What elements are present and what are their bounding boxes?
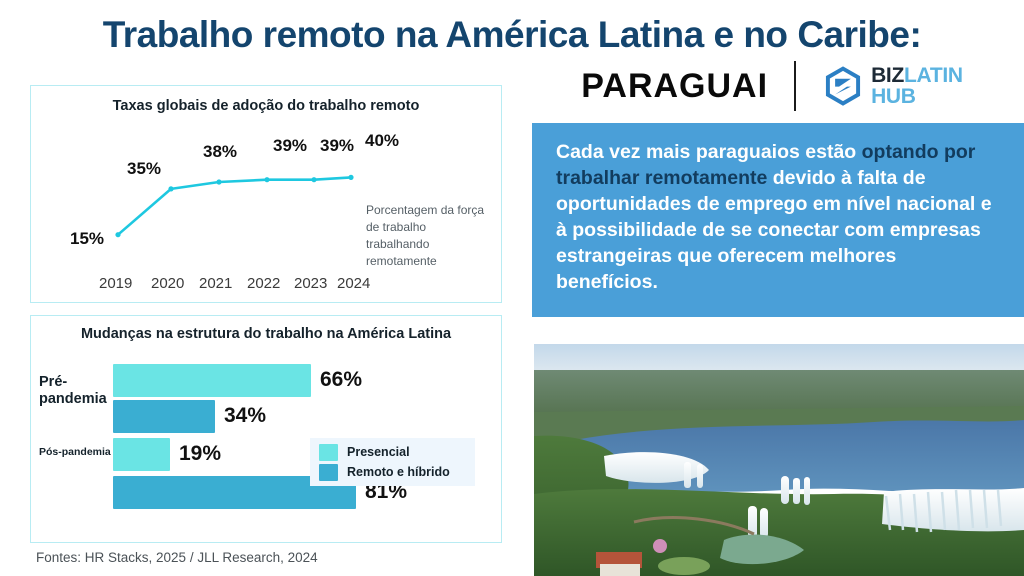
- x-tick-2024: 2024: [337, 275, 371, 292]
- bizlatinhub-logo: BIZLATIN HUB: [822, 65, 963, 107]
- line-chart-svg: [115, 174, 354, 238]
- bar-group-label-pos: Pós-pandemia: [39, 446, 111, 458]
- line-point-label-2021: 38%: [203, 142, 238, 162]
- x-tick-2021: 2021: [199, 275, 233, 292]
- info-text-part1: Cada vez mais paraguaios estão: [556, 141, 862, 163]
- line-point-label-2023: 39%: [320, 135, 355, 155]
- x-tick-2023: 2023: [294, 275, 328, 292]
- hexagon-logo-icon: [822, 65, 864, 107]
- bar-chart-title: Mudanças na estrutura do trabalho na Amé…: [80, 326, 452, 342]
- line-chart-annotation: Porcentagem da força de trabalho trabalh…: [366, 203, 485, 269]
- bar-pre-presencial: [113, 364, 311, 397]
- legend-label-presencial: Presencial: [347, 445, 410, 459]
- line-point-label-2024: 40%: [365, 131, 400, 151]
- sources-note: Fontes: HR Stacks, 2025 / JLL Research, …: [36, 550, 318, 565]
- page-title: Trabalho remoto na América Latina e no C…: [102, 14, 922, 55]
- bar-chart-plot: Pré-pandemia Pós-pandemia 66% 34% 19% 81…: [31, 342, 501, 532]
- bar-pre-remoto: [113, 400, 215, 433]
- info-box-text: Cada vez mais paraguaios estão optando p…: [556, 140, 1002, 296]
- bar-value-pos-presencial: 19%: [179, 442, 222, 465]
- logo-latin: LATIN: [904, 64, 963, 87]
- line-chart-card: Taxas globais de adoção do trabalho remo…: [30, 85, 502, 303]
- logo-wordmark: BIZLATIN HUB: [871, 65, 963, 107]
- x-tick-2020: 2020: [151, 275, 185, 292]
- legend-item-remoto: Remoto e híbrido: [319, 463, 475, 481]
- legend-swatch-remoto: [319, 463, 338, 481]
- legend-swatch-presencial: [319, 443, 338, 461]
- bar-chart-legend: Presencial Remoto e híbrido: [310, 438, 475, 486]
- bar-value-pre-remoto: 34%: [224, 404, 267, 427]
- bar-group-label-pre: Pré-pandemia: [39, 374, 107, 407]
- bar-pos-presencial: [113, 438, 170, 471]
- bar-chart-card: Mudanças na estrutura do trabalho na Amé…: [30, 315, 502, 543]
- legend-item-presencial: Presencial: [319, 443, 475, 461]
- x-tick-2022: 2022: [247, 275, 281, 292]
- x-tick-2019: 2019: [99, 275, 133, 292]
- country-header: PARAGUAI BIZLATIN HUB: [520, 58, 1024, 114]
- logo-biz: BIZ: [871, 64, 904, 87]
- line-point-label-2022: 39%: [273, 135, 308, 155]
- photo-illustration: [534, 344, 1024, 576]
- line-point-label-2019: 15%: [70, 228, 105, 248]
- header-divider: [794, 61, 797, 111]
- info-text-part2: devido à falta de oportunidades de empre…: [556, 166, 992, 293]
- bar-value-pre-presencial: 66%: [320, 368, 363, 391]
- country-name: PARAGUAI: [581, 66, 769, 105]
- logo-hub: HUB: [871, 85, 916, 108]
- iguazu-falls-photo: www.bizlatinhub.com contact@bizlatinhub.…: [534, 344, 1024, 576]
- info-box: Cada vez mais paraguaios estão optando p…: [532, 123, 1024, 317]
- line-point-label-2020: 35%: [127, 158, 162, 178]
- legend-label-remoto: Remoto e híbrido: [347, 465, 450, 479]
- info-text-highlight: optando por trabalhar remotamente: [556, 141, 976, 189]
- line-chart-plot: 15% 35% 38% 39% 39% 40% 2019 2020 2021 2…: [31, 114, 501, 292]
- line-chart-title: Taxas globais de adoção do trabalho remo…: [112, 98, 420, 114]
